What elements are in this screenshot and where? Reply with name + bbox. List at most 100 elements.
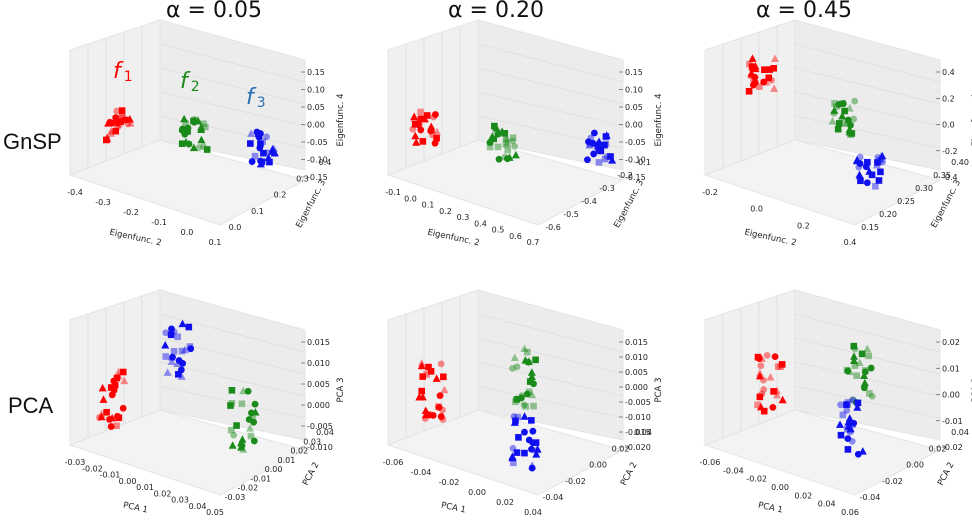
y-tick-label: -0.02 xyxy=(882,477,903,486)
y-tick-label: -0.01 xyxy=(250,474,271,483)
point-f3 xyxy=(857,177,864,185)
x-tick-label: -0.04 xyxy=(411,468,432,477)
point-f1 xyxy=(770,84,779,92)
z-tick-label: 0.015 xyxy=(307,338,330,347)
point-f1 xyxy=(103,135,112,143)
y-tick-label: -0.02 xyxy=(565,477,586,486)
point-f3 xyxy=(185,323,193,331)
z-tick-label: 0.005 xyxy=(625,368,648,377)
x-tick-label: -0.2 xyxy=(702,188,718,197)
x-axis-label: Eigenfunc. 2 xyxy=(743,228,797,249)
point-f2 xyxy=(863,344,872,353)
point-f1 xyxy=(418,387,426,395)
point-f3 xyxy=(163,368,172,376)
y-tick-label: 0.02 xyxy=(290,447,308,456)
y-tick-label: 0.03 xyxy=(303,437,321,446)
point-f3 xyxy=(170,347,178,355)
point-f2 xyxy=(841,107,848,115)
point-f2 xyxy=(847,121,854,129)
y-tick-label: 0.0 xyxy=(229,223,242,232)
x-tick-label: -0.01 xyxy=(100,471,121,480)
z-tick-label: 0.2 xyxy=(942,94,955,103)
point-f1 xyxy=(106,118,114,126)
z-tick-label: 0.015 xyxy=(625,338,648,347)
point-f3 xyxy=(872,182,879,190)
y-tick-label: 0.00 xyxy=(906,461,924,470)
x-tick-label: 0.2 xyxy=(439,207,452,216)
gridline xyxy=(477,337,624,375)
point-f3 xyxy=(533,445,542,453)
point-f2 xyxy=(200,143,207,151)
point-f3 xyxy=(520,412,529,420)
point-f3 xyxy=(593,142,602,150)
row-label-pca: PCA xyxy=(8,393,54,418)
point-f3 xyxy=(854,399,862,407)
point-f3 xyxy=(850,419,858,427)
y-tick-label: 0.04 xyxy=(951,428,969,437)
point-f1 xyxy=(121,116,129,124)
point-f3 xyxy=(167,357,176,365)
point-f2 xyxy=(503,138,512,147)
point-f1 xyxy=(770,388,777,395)
point-f3 xyxy=(510,459,517,467)
point-f3 xyxy=(255,133,263,141)
point-f2 xyxy=(838,111,847,120)
z-tick-label: -0.15 xyxy=(307,173,328,182)
point-f3 xyxy=(528,464,536,472)
point-f3 xyxy=(260,149,267,157)
x-axis-label: PCA 1 xyxy=(757,501,784,516)
z-tick-label: 0.10 xyxy=(625,86,643,95)
point-f1 xyxy=(766,66,774,73)
point-f2 xyxy=(194,116,203,125)
pane-right xyxy=(794,19,941,171)
point-f1 xyxy=(760,386,768,393)
point-f3 xyxy=(256,144,264,152)
z-axis-label: Eigenfunc. 4 xyxy=(654,94,664,147)
x-tick-label: -0.1 xyxy=(151,218,167,227)
z-tick-label: 0.15 xyxy=(625,68,643,77)
z-tick-label: 0.00 xyxy=(307,121,325,130)
point-f1 xyxy=(778,395,787,404)
point-f2 xyxy=(839,100,847,108)
point-f3 xyxy=(853,156,862,165)
point-f2 xyxy=(830,106,839,114)
z-tick-label: 0.010 xyxy=(625,353,648,362)
z-axis-label: PCA 3 xyxy=(654,378,664,403)
point-f3 xyxy=(590,129,598,137)
point-f3 xyxy=(856,153,864,161)
point-f1 xyxy=(747,70,756,79)
gridline xyxy=(477,91,624,127)
point-f1 xyxy=(107,129,116,137)
point-f2 xyxy=(492,126,501,134)
point-f2 xyxy=(530,402,537,410)
point-f2 xyxy=(532,356,539,364)
point-f1 xyxy=(772,390,781,399)
y-axis-label: Eigenfunc. 3 xyxy=(612,178,646,229)
y-tick-label: -0.03 xyxy=(225,493,246,502)
point-f1 xyxy=(417,361,426,370)
point-f1 xyxy=(113,119,121,127)
z-tick-label: -0.020 xyxy=(625,443,651,452)
point-f2 xyxy=(843,366,851,374)
point-f2 xyxy=(851,362,859,369)
point-f1 xyxy=(761,66,768,74)
point-f1 xyxy=(106,416,113,423)
point-f2 xyxy=(865,352,872,360)
y-tick-label: 0.25 xyxy=(897,197,915,206)
point-f2 xyxy=(228,387,236,394)
point-f1 xyxy=(421,410,430,419)
z-tick-label: -0.10 xyxy=(625,156,646,165)
point-f1 xyxy=(429,411,437,419)
point-f2 xyxy=(851,97,859,105)
point-f3 xyxy=(532,450,541,458)
point-f3 xyxy=(179,359,187,367)
z-tick-label: -0.005 xyxy=(625,398,651,407)
z-tick-label: 0.005 xyxy=(307,380,330,389)
point-f1 xyxy=(765,74,773,82)
point-f2 xyxy=(494,130,502,138)
point-f3 xyxy=(585,140,594,149)
point-f1 xyxy=(419,373,427,380)
x-tick-label: 0.00 xyxy=(771,483,789,492)
point-f2 xyxy=(868,392,876,400)
